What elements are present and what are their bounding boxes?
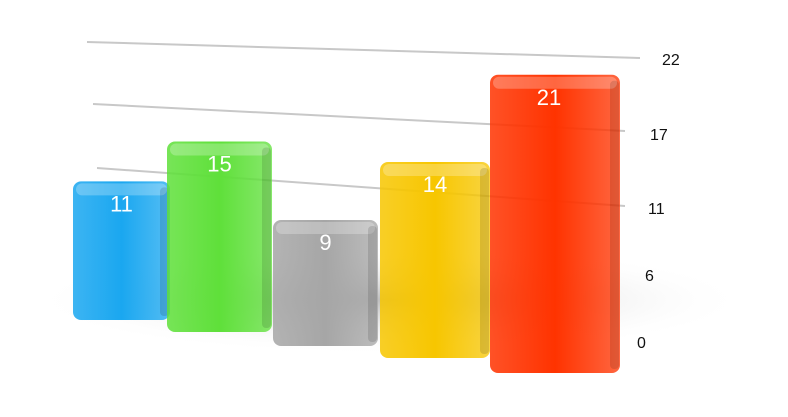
bar-4: 14 (380, 162, 490, 358)
bar-body (73, 181, 170, 320)
bars: 11 15 9 14 21 (73, 74, 620, 374)
bar-top-highlight (276, 222, 375, 234)
bar-top-highlight (76, 183, 167, 196)
data-label: 21 (537, 85, 561, 110)
bar-side-shade (262, 147, 271, 328)
y-tick-label: 11 (648, 201, 665, 218)
y-tick-label: 0 (637, 335, 646, 352)
bar-body (273, 220, 378, 346)
y-tick-label: 6 (645, 268, 654, 285)
bar-side-shade (368, 226, 377, 342)
y-tick-label: 17 (650, 127, 668, 144)
bar-5: 21 (490, 74, 620, 374)
bar-top-highlight (170, 143, 269, 156)
data-label: 14 (423, 172, 447, 197)
bar-top-highlight (383, 164, 487, 176)
bar-body (167, 141, 272, 332)
y-tick-label: 22 (662, 52, 680, 69)
data-label: 9 (319, 230, 331, 255)
bar-body (490, 74, 620, 374)
y-axis-ticks: 0 6 11 17 22 (637, 52, 680, 352)
bar-body (380, 162, 490, 358)
bar-top-highlight (493, 76, 617, 89)
gridline-22 (86, 41, 641, 59)
bar-side-shade (480, 168, 489, 354)
bar-side-shade (610, 80, 619, 370)
bar-1: 11 (73, 181, 170, 320)
bar-3: 9 (273, 220, 378, 346)
bar-2: 15 (167, 141, 272, 332)
data-label: 11 (110, 191, 133, 216)
data-label: 15 (207, 152, 231, 177)
bar-side-shade (160, 187, 169, 316)
